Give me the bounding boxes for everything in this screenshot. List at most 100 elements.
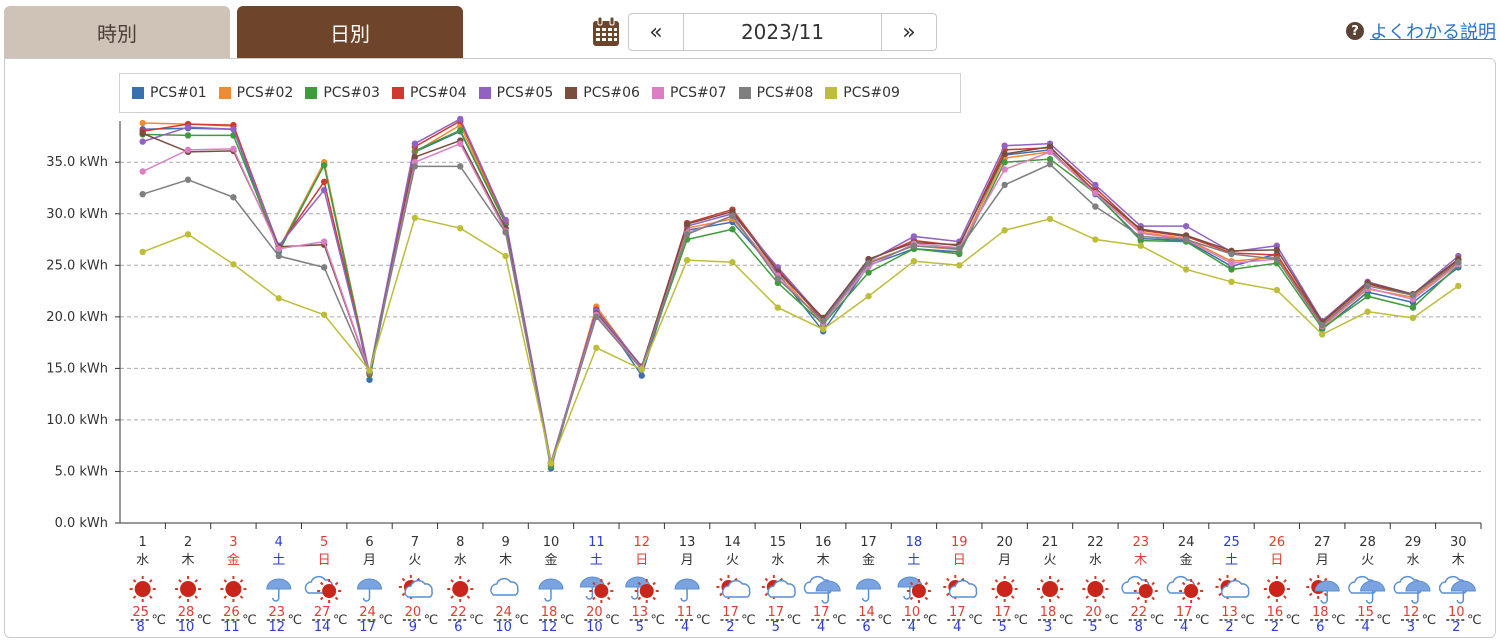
x-tick-label: 11 bbox=[588, 535, 605, 550]
temp-high: 10 bbox=[1448, 605, 1465, 620]
help-link[interactable]: よくわかる説明 bbox=[1370, 22, 1496, 43]
x-tick-label: 19 bbox=[951, 535, 968, 550]
data-point bbox=[1092, 236, 1099, 243]
temp-high: 17 bbox=[768, 605, 785, 620]
temp-high: 23 bbox=[269, 605, 286, 620]
data-point bbox=[819, 317, 827, 325]
legend-item[interactable]: PCS#04 bbox=[391, 85, 467, 101]
temp-low: 4 bbox=[908, 620, 916, 635]
legend-label: PCS#05 bbox=[496, 85, 554, 101]
temp-unit: ℃ bbox=[378, 613, 393, 628]
legend-item[interactable]: PCS#06 bbox=[565, 85, 640, 101]
legend-item[interactable]: PCS#05 bbox=[478, 85, 554, 101]
tab-hourly[interactable]: 時別 bbox=[4, 6, 230, 58]
temp-unit: ℃ bbox=[741, 613, 756, 628]
temp-low: 8 bbox=[1135, 620, 1143, 635]
weather-icon-sunny bbox=[1082, 576, 1109, 602]
legend-item[interactable]: PCS#09 bbox=[825, 85, 900, 101]
x-tick-label: 12 bbox=[633, 535, 650, 550]
data-point bbox=[683, 231, 691, 238]
data-point bbox=[184, 146, 192, 154]
temp-low: 8 bbox=[137, 620, 145, 635]
data-point bbox=[1228, 260, 1235, 267]
temp-unit: ℃ bbox=[832, 613, 847, 628]
legend-item[interactable]: PCS#02 bbox=[218, 85, 293, 101]
temp-low: 2 bbox=[1452, 620, 1460, 635]
weather-icon-cloudy-sunny bbox=[1166, 576, 1204, 603]
data-point bbox=[1001, 227, 1008, 234]
data-point bbox=[774, 304, 782, 311]
x-tick-label: 28 bbox=[1359, 535, 1376, 550]
x-tick-label: 30 bbox=[1450, 535, 1467, 550]
temp-unit: ℃ bbox=[605, 613, 620, 628]
weekday-label: 土 bbox=[272, 553, 285, 568]
legend-label: PCS#01 bbox=[150, 85, 207, 101]
temp-high: 17 bbox=[994, 605, 1011, 620]
data-point bbox=[1182, 236, 1190, 243]
x-tick-label: 8 bbox=[456, 535, 464, 550]
legend-item[interactable]: PCS#08 bbox=[738, 85, 813, 101]
temp-high: 20 bbox=[405, 605, 422, 620]
weather-icon-sunny-cloudy bbox=[761, 575, 796, 599]
weather-icon-rain-sunny bbox=[625, 576, 659, 603]
temp-high: 22 bbox=[450, 605, 467, 620]
weekday-label: 月 bbox=[998, 553, 1011, 568]
prev-month-button[interactable]: « bbox=[629, 14, 684, 50]
data-point bbox=[366, 376, 373, 383]
data-point bbox=[275, 245, 282, 253]
data-point bbox=[411, 163, 419, 170]
temp-low: 6 bbox=[454, 620, 462, 635]
temp-high: 14 bbox=[858, 605, 875, 620]
x-tick-label: 9 bbox=[501, 535, 509, 550]
legend-swatch bbox=[218, 87, 231, 99]
temp-high: 16 bbox=[1267, 605, 1284, 620]
weather-icon-sunny bbox=[991, 576, 1018, 602]
calendar-icon[interactable] bbox=[590, 16, 622, 48]
data-point bbox=[1409, 314, 1417, 322]
x-tick-label: 21 bbox=[1042, 535, 1059, 550]
data-point bbox=[320, 162, 328, 169]
weather-icon-sunny-cloudy bbox=[398, 575, 433, 599]
tab-daily[interactable]: 日別 bbox=[237, 6, 463, 58]
next-month-button[interactable]: » bbox=[881, 14, 936, 50]
data-point bbox=[139, 138, 146, 145]
data-point bbox=[1319, 321, 1326, 329]
temp-unit: ℃ bbox=[1286, 613, 1301, 628]
legend-item[interactable]: PCS#01 bbox=[132, 85, 207, 101]
temp-unit: ℃ bbox=[151, 613, 166, 628]
weather-icon-sunny-cloudy bbox=[943, 575, 978, 599]
weather-icon-sunny bbox=[220, 576, 247, 602]
data-point bbox=[411, 214, 419, 222]
data-point bbox=[230, 126, 237, 133]
data-point bbox=[683, 220, 691, 228]
temp-high: 24 bbox=[495, 605, 512, 620]
legend-swatch bbox=[565, 87, 578, 99]
data-point bbox=[275, 252, 282, 260]
temp-low: 5 bbox=[1089, 620, 1097, 635]
legend-swatch bbox=[651, 87, 664, 99]
data-point bbox=[502, 216, 509, 224]
x-tick-label: 2 bbox=[184, 535, 192, 550]
data-point bbox=[457, 115, 464, 123]
legend-label: PCS#07 bbox=[669, 85, 727, 101]
data-point bbox=[1092, 189, 1099, 197]
temp-low: 10 bbox=[586, 620, 603, 635]
temp-unit: ℃ bbox=[923, 613, 938, 628]
x-tick-label: 6 bbox=[365, 535, 373, 550]
temp-high: 17 bbox=[949, 605, 966, 620]
data-point bbox=[184, 231, 192, 238]
legend-label: PCS#04 bbox=[409, 85, 467, 101]
weekday-label: 土 bbox=[590, 553, 603, 568]
data-point bbox=[910, 257, 918, 265]
legend-item[interactable]: PCS#03 bbox=[305, 85, 380, 101]
weekday-label: 月 bbox=[1316, 553, 1329, 568]
question-circle-icon: ? bbox=[1346, 22, 1364, 40]
temp-low: 5 bbox=[772, 620, 780, 635]
temp-high: 10 bbox=[904, 605, 921, 620]
x-tick-label: 3 bbox=[229, 535, 237, 550]
legend-item[interactable]: PCS#07 bbox=[651, 85, 727, 101]
temp-low: 6 bbox=[862, 620, 870, 635]
data-point bbox=[139, 119, 146, 127]
temp-low: 12 bbox=[541, 620, 558, 635]
weekday-label: 水 bbox=[771, 553, 784, 568]
